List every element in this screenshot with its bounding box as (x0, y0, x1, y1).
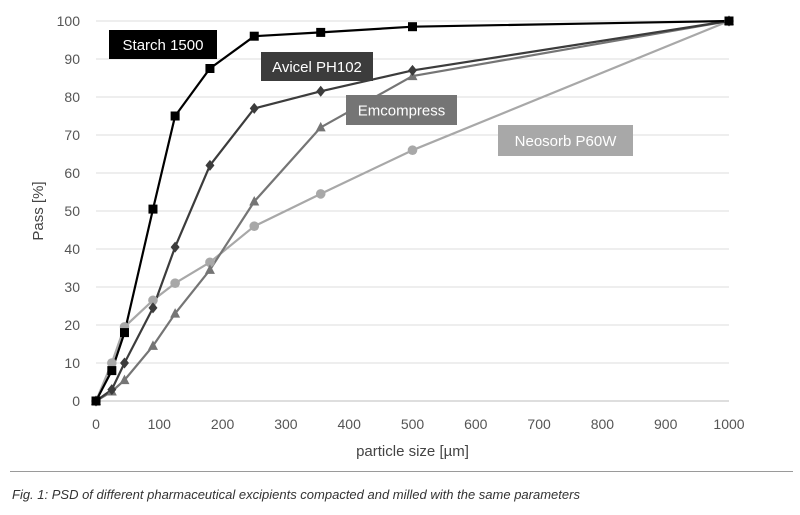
x-tick-label: 900 (654, 416, 678, 432)
x-tick-label: 600 (464, 416, 488, 432)
data-point-neosorb-p60w (170, 278, 180, 289)
psd-line-chart: Starch 1500 Avicel PH102 Emcompress Neosorb… (30, 13, 745, 460)
data-point-starch-1500 (316, 27, 326, 37)
data-point-emcompress (170, 308, 181, 318)
x-tick-label: 200 (211, 416, 235, 432)
series-label-text: Neosorb P60W (515, 133, 618, 150)
y-tick-label: 20 (64, 317, 80, 333)
series-label-emcompress: Emcompress (346, 95, 457, 125)
series-markers (91, 15, 734, 407)
series-label-box (346, 95, 457, 125)
data-point-avicel-ph102 (408, 64, 417, 76)
data-point-emcompress (315, 121, 326, 132)
data-point-avicel-ph102 (107, 384, 117, 396)
data-point-neosorb-p60w (148, 295, 158, 306)
y-tick-label: 50 (64, 203, 80, 219)
data-point-emcompress (204, 264, 215, 274)
data-point-starch-1500 (724, 16, 734, 26)
y-tick-label: 70 (64, 127, 80, 143)
y-axis-label: Pass [%] (30, 181, 47, 240)
x-tick-label: 100 (148, 416, 172, 432)
figure-caption: Fig. 1: PSD of different pharmaceutical … (12, 487, 580, 502)
series-label-box (498, 125, 633, 156)
y-tick-label: 10 (64, 355, 80, 371)
y-tick-label: 0 (72, 393, 80, 409)
series-label-neosorb-p60w: Neosorb P60W (498, 125, 633, 156)
y-tick-label: 40 (64, 241, 80, 257)
data-point-neosorb-p60w (315, 189, 326, 199)
data-point-neosorb-p60w (205, 257, 215, 268)
series-label-text: Avicel PH102 (272, 59, 362, 76)
data-point-starch-1500 (408, 22, 417, 32)
series-label-starch-1500: Starch 1500 (109, 30, 217, 59)
data-point-avicel-ph102 (205, 159, 215, 171)
data-point-neosorb-p60w (407, 145, 418, 155)
series-line-starch-1500 (95, 19, 730, 402)
y-tick-label: 80 (64, 89, 80, 105)
x-tick-label: 0 (92, 416, 100, 432)
caption-separator (10, 471, 793, 472)
x-tick-label: 500 (401, 416, 425, 432)
y-tick-label: 60 (64, 165, 80, 181)
x-tick-label: 400 (338, 416, 362, 432)
x-tick-label: 700 (527, 416, 551, 432)
series-labels: Starch 1500 Avicel PH102 Emcompress Neosorb… (109, 30, 633, 156)
data-point-neosorb-p60w (249, 221, 260, 231)
data-point-avicel-ph102 (170, 241, 180, 253)
y-tick-label: 30 (64, 279, 80, 295)
data-point-starch-1500 (170, 111, 180, 121)
data-point-starch-1500 (119, 328, 129, 338)
series-label-text: Starch 1500 (123, 37, 204, 54)
data-point-emcompress (119, 374, 130, 385)
data-point-avicel-ph102 (119, 357, 129, 369)
data-point-avicel-ph102 (148, 302, 158, 314)
y-tick-label: 90 (64, 51, 80, 67)
series-label-box (261, 52, 373, 81)
series-label-text: Emcompress (358, 103, 446, 120)
data-point-emcompress (249, 196, 260, 206)
data-point-avicel-ph102 (249, 102, 259, 114)
x-axis-label: particle size [µm] (356, 443, 469, 460)
y-tick-label: 100 (57, 13, 81, 29)
data-point-emcompress (147, 340, 158, 350)
x-tick-label: 1000 (713, 416, 744, 432)
data-point-starch-1500 (205, 64, 215, 73)
data-point-starch-1500 (91, 396, 101, 406)
data-point-starch-1500 (107, 366, 117, 376)
data-point-avicel-ph102 (316, 85, 326, 97)
x-tick-label: 800 (591, 416, 615, 432)
x-tick-label: 300 (274, 416, 298, 432)
series-line-neosorb-p60w (94, 19, 730, 402)
series-label-box (109, 30, 217, 59)
data-point-neosorb-p60w (107, 358, 117, 368)
data-point-starch-1500 (249, 31, 259, 41)
series-label-avicel-ph102: Avicel PH102 (261, 52, 373, 81)
data-point-starch-1500 (148, 204, 158, 214)
